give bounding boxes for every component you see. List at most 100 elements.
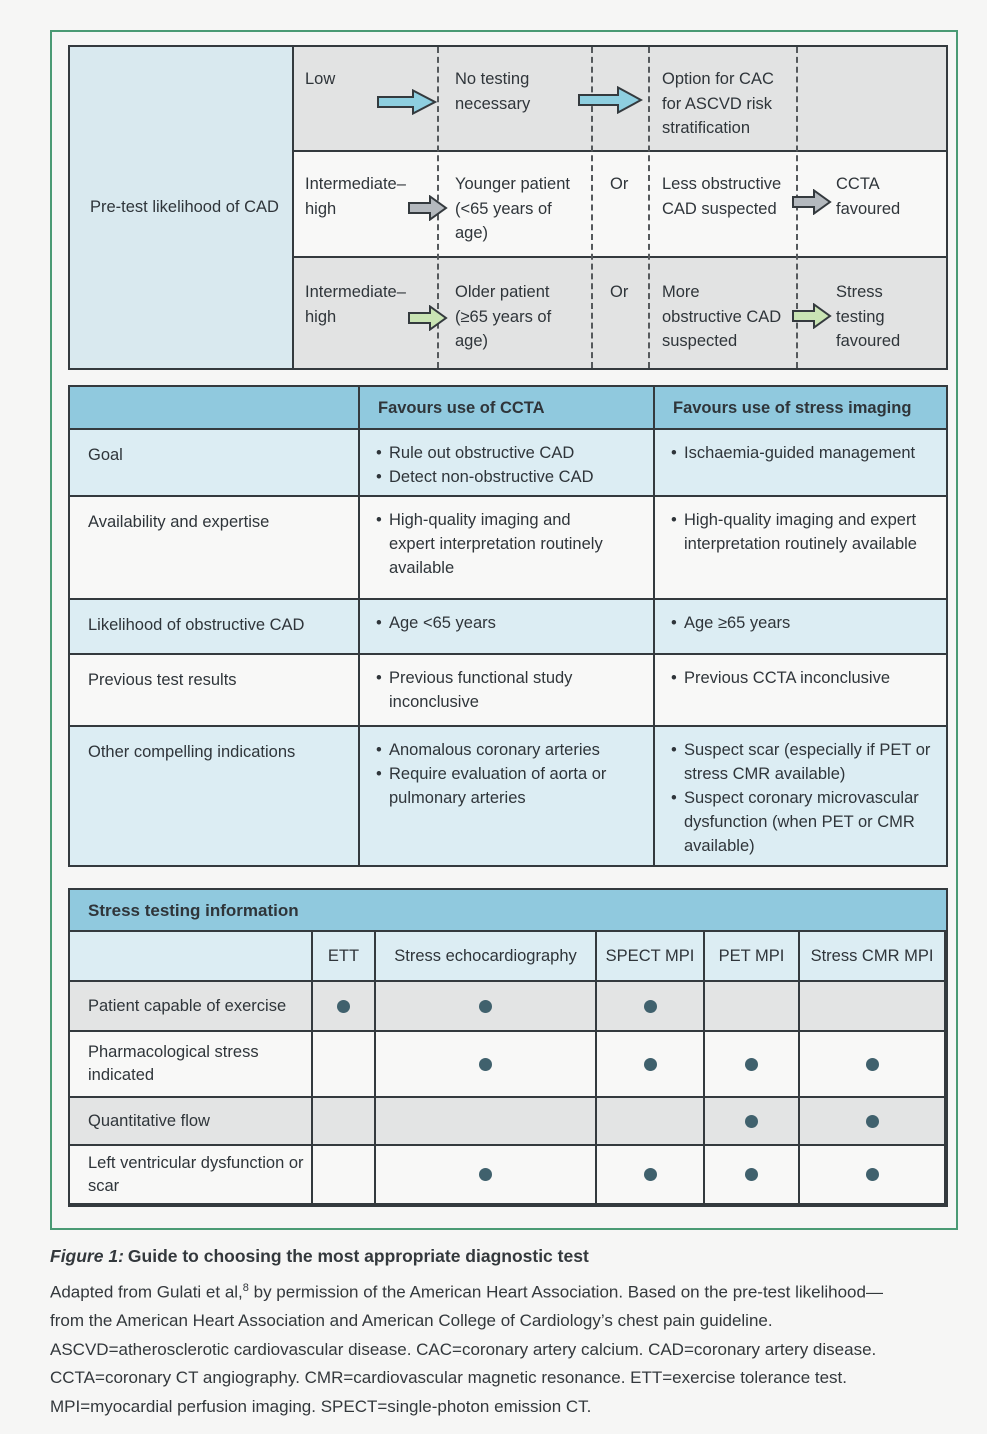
less-obstructive-text: Less obstructive CAD suspected bbox=[662, 175, 782, 218]
dot-indicator bbox=[643, 1057, 657, 1071]
figure-caption: Figure 1: Guide to choosing the most appr… bbox=[50, 1246, 970, 1421]
bullet-item: High-quality imaging and expert interpre… bbox=[376, 508, 645, 580]
dot-indicator bbox=[337, 1058, 350, 1071]
dot-indicator bbox=[479, 999, 492, 1013]
flowchart-row-intermediate-younger bbox=[294, 150, 946, 258]
stress-header-spect: SPECT MPI bbox=[597, 932, 705, 982]
bullet-item: Suspect scar (especially if PET or stres… bbox=[671, 738, 938, 786]
caption-line: from the American Heart Association and … bbox=[50, 1311, 773, 1331]
bullet-item: Anomalous coronary arteries bbox=[376, 738, 645, 762]
dot-indicator bbox=[479, 1115, 492, 1128]
arrow-right-icon-blue bbox=[578, 86, 643, 114]
dot-indicator bbox=[479, 1168, 492, 1181]
dot-cell bbox=[800, 982, 946, 1032]
cac-option-text: Option for CAC for ASCVD risk stratifica… bbox=[662, 70, 774, 137]
arrow-right-icon-green bbox=[408, 305, 448, 331]
dashed-divider bbox=[648, 47, 650, 368]
bullet-item: Suspect coronary microvascular dysfuncti… bbox=[671, 786, 938, 858]
flowchart-left-cell: Pre-test likelihood of CAD bbox=[70, 47, 294, 368]
flowchart-row-intermediate-older bbox=[294, 258, 946, 368]
bullet-item: Previous CCTA inconclusive bbox=[671, 666, 938, 690]
pretest-flowchart: Pre-test likelihood of CAD Low No testin… bbox=[68, 45, 948, 370]
dot-indicator bbox=[745, 1168, 758, 1181]
dashed-divider bbox=[591, 47, 593, 368]
no-testing-text: No testing necessary bbox=[455, 70, 531, 113]
bullet-item: Age ≥65 years bbox=[671, 611, 938, 635]
availability-stress-cell: High-quality imaging and expert interpre… bbox=[655, 497, 946, 600]
row-label-goal: Goal bbox=[70, 430, 360, 497]
caption-line: CCTA=coronary CT angiography. CMR=cardio… bbox=[50, 1368, 847, 1388]
dot-cell bbox=[705, 982, 800, 1032]
figure-frame bbox=[50, 30, 958, 1230]
availability-ccta-cell: High-quality imaging and expert interpre… bbox=[360, 497, 655, 600]
bullet-item: Ischaemia-guided management bbox=[671, 441, 938, 465]
dot-indicator bbox=[337, 1115, 350, 1128]
bullet-item: Previous functional study inconclusive bbox=[376, 666, 645, 714]
dot-cell bbox=[705, 1098, 800, 1146]
dot-cell bbox=[800, 1032, 946, 1098]
younger-patient-text: Younger patient (<65 years of age) bbox=[455, 175, 570, 242]
caption-title: Figure 1: Guide to choosing the most appr… bbox=[50, 1246, 970, 1267]
dot-cell bbox=[800, 1146, 946, 1205]
previous-ccta-cell: Previous functional study inconclusive bbox=[360, 655, 655, 727]
figure-number-label: Figure 1: bbox=[50, 1246, 124, 1266]
comparison-header-empty bbox=[70, 387, 360, 430]
stress-header-pet: PET MPI bbox=[705, 932, 800, 982]
caption-line: MPI=myocardial perfusion imaging. SPECT=… bbox=[50, 1396, 592, 1416]
dot-cell bbox=[313, 1098, 376, 1146]
dot-indicator bbox=[745, 1057, 758, 1071]
dot-indicator bbox=[745, 1114, 758, 1128]
row-label-availability: Availability and expertise bbox=[70, 497, 360, 600]
stress-testing-table: Stress testing information ETT Stress ec… bbox=[68, 888, 948, 1207]
comparison-header-ccta: Favours use of CCTA bbox=[360, 387, 655, 430]
dot-indicator bbox=[745, 1000, 758, 1013]
likelihood-stress-cell: Age ≥65 years bbox=[655, 600, 946, 655]
arrow-right-icon-gray bbox=[408, 195, 448, 221]
caption-line: Adapted from Gulati et al,8 by permissio… bbox=[50, 1282, 883, 1302]
arrow-right-icon-gray bbox=[792, 189, 832, 215]
stress-table-title: Stress testing information bbox=[70, 890, 946, 932]
stress-favoured-text: Stress testing favoured bbox=[836, 283, 901, 350]
stress-row-label-exercise: Patient capable of exercise bbox=[70, 982, 313, 1032]
dot-indicator bbox=[866, 1000, 879, 1013]
bullet-item: Rule out obstructive CAD bbox=[376, 441, 645, 465]
stress-row-label-quantitative-flow: Quantitative flow bbox=[70, 1098, 313, 1146]
dot-indicator bbox=[479, 1057, 492, 1071]
more-obstructive-text: More obstructive CAD suspected bbox=[662, 283, 782, 350]
dot-cell bbox=[313, 982, 376, 1032]
dot-cell bbox=[376, 982, 597, 1032]
risk-level-intermediate-2: Intermediate– high bbox=[305, 283, 406, 326]
flowchart-label: Pre-test likelihood of CAD bbox=[90, 198, 279, 216]
likelihood-ccta-cell: Age <65 years bbox=[360, 600, 655, 655]
stress-header-cmr: Stress CMR MPI bbox=[800, 932, 946, 982]
risk-level-low: Low bbox=[305, 70, 336, 88]
dot-cell bbox=[597, 1032, 705, 1098]
stress-header-ett: ETT bbox=[313, 932, 376, 982]
goal-ccta-cell: Rule out obstructive CAD Detect non-obst… bbox=[360, 430, 655, 497]
dot-cell bbox=[800, 1098, 946, 1146]
row-label-likelihood: Likelihood of obstructive CAD bbox=[70, 600, 360, 655]
dot-indicator bbox=[643, 1168, 657, 1181]
bullet-item: High-quality imaging and expert interpre… bbox=[671, 508, 938, 556]
dot-cell bbox=[705, 1032, 800, 1098]
dot-indicator bbox=[337, 1168, 350, 1181]
ccta-favoured-text: CCTA favoured bbox=[836, 175, 901, 218]
row-label-previous-results: Previous test results bbox=[70, 655, 360, 727]
goal-stress-cell: Ischaemia-guided management bbox=[655, 430, 946, 497]
other-ccta-cell: Anomalous coronary arteries Require eval… bbox=[360, 727, 655, 865]
stress-row-label-lv-dysfunction: Left ventricular dysfunction or scar bbox=[70, 1146, 313, 1205]
stress-header-empty bbox=[70, 932, 313, 982]
dot-indicator bbox=[865, 1168, 879, 1181]
bullet-item: Require evaluation of aorta or pulmonary… bbox=[376, 762, 645, 810]
dot-cell bbox=[705, 1146, 800, 1205]
reference-superscript: 8 bbox=[242, 1282, 249, 1294]
previous-stress-cell: Previous CCTA inconclusive bbox=[655, 655, 946, 727]
comparison-table: Favours use of CCTA Favours use of stres… bbox=[68, 385, 948, 867]
dot-cell bbox=[376, 1146, 597, 1205]
dot-cell bbox=[376, 1032, 597, 1098]
other-stress-cell: Suspect scar (especially if PET or stres… bbox=[655, 727, 946, 865]
dot-cell bbox=[313, 1032, 376, 1098]
arrow-right-icon-blue bbox=[377, 89, 437, 115]
or-text-2: Or bbox=[610, 283, 629, 301]
